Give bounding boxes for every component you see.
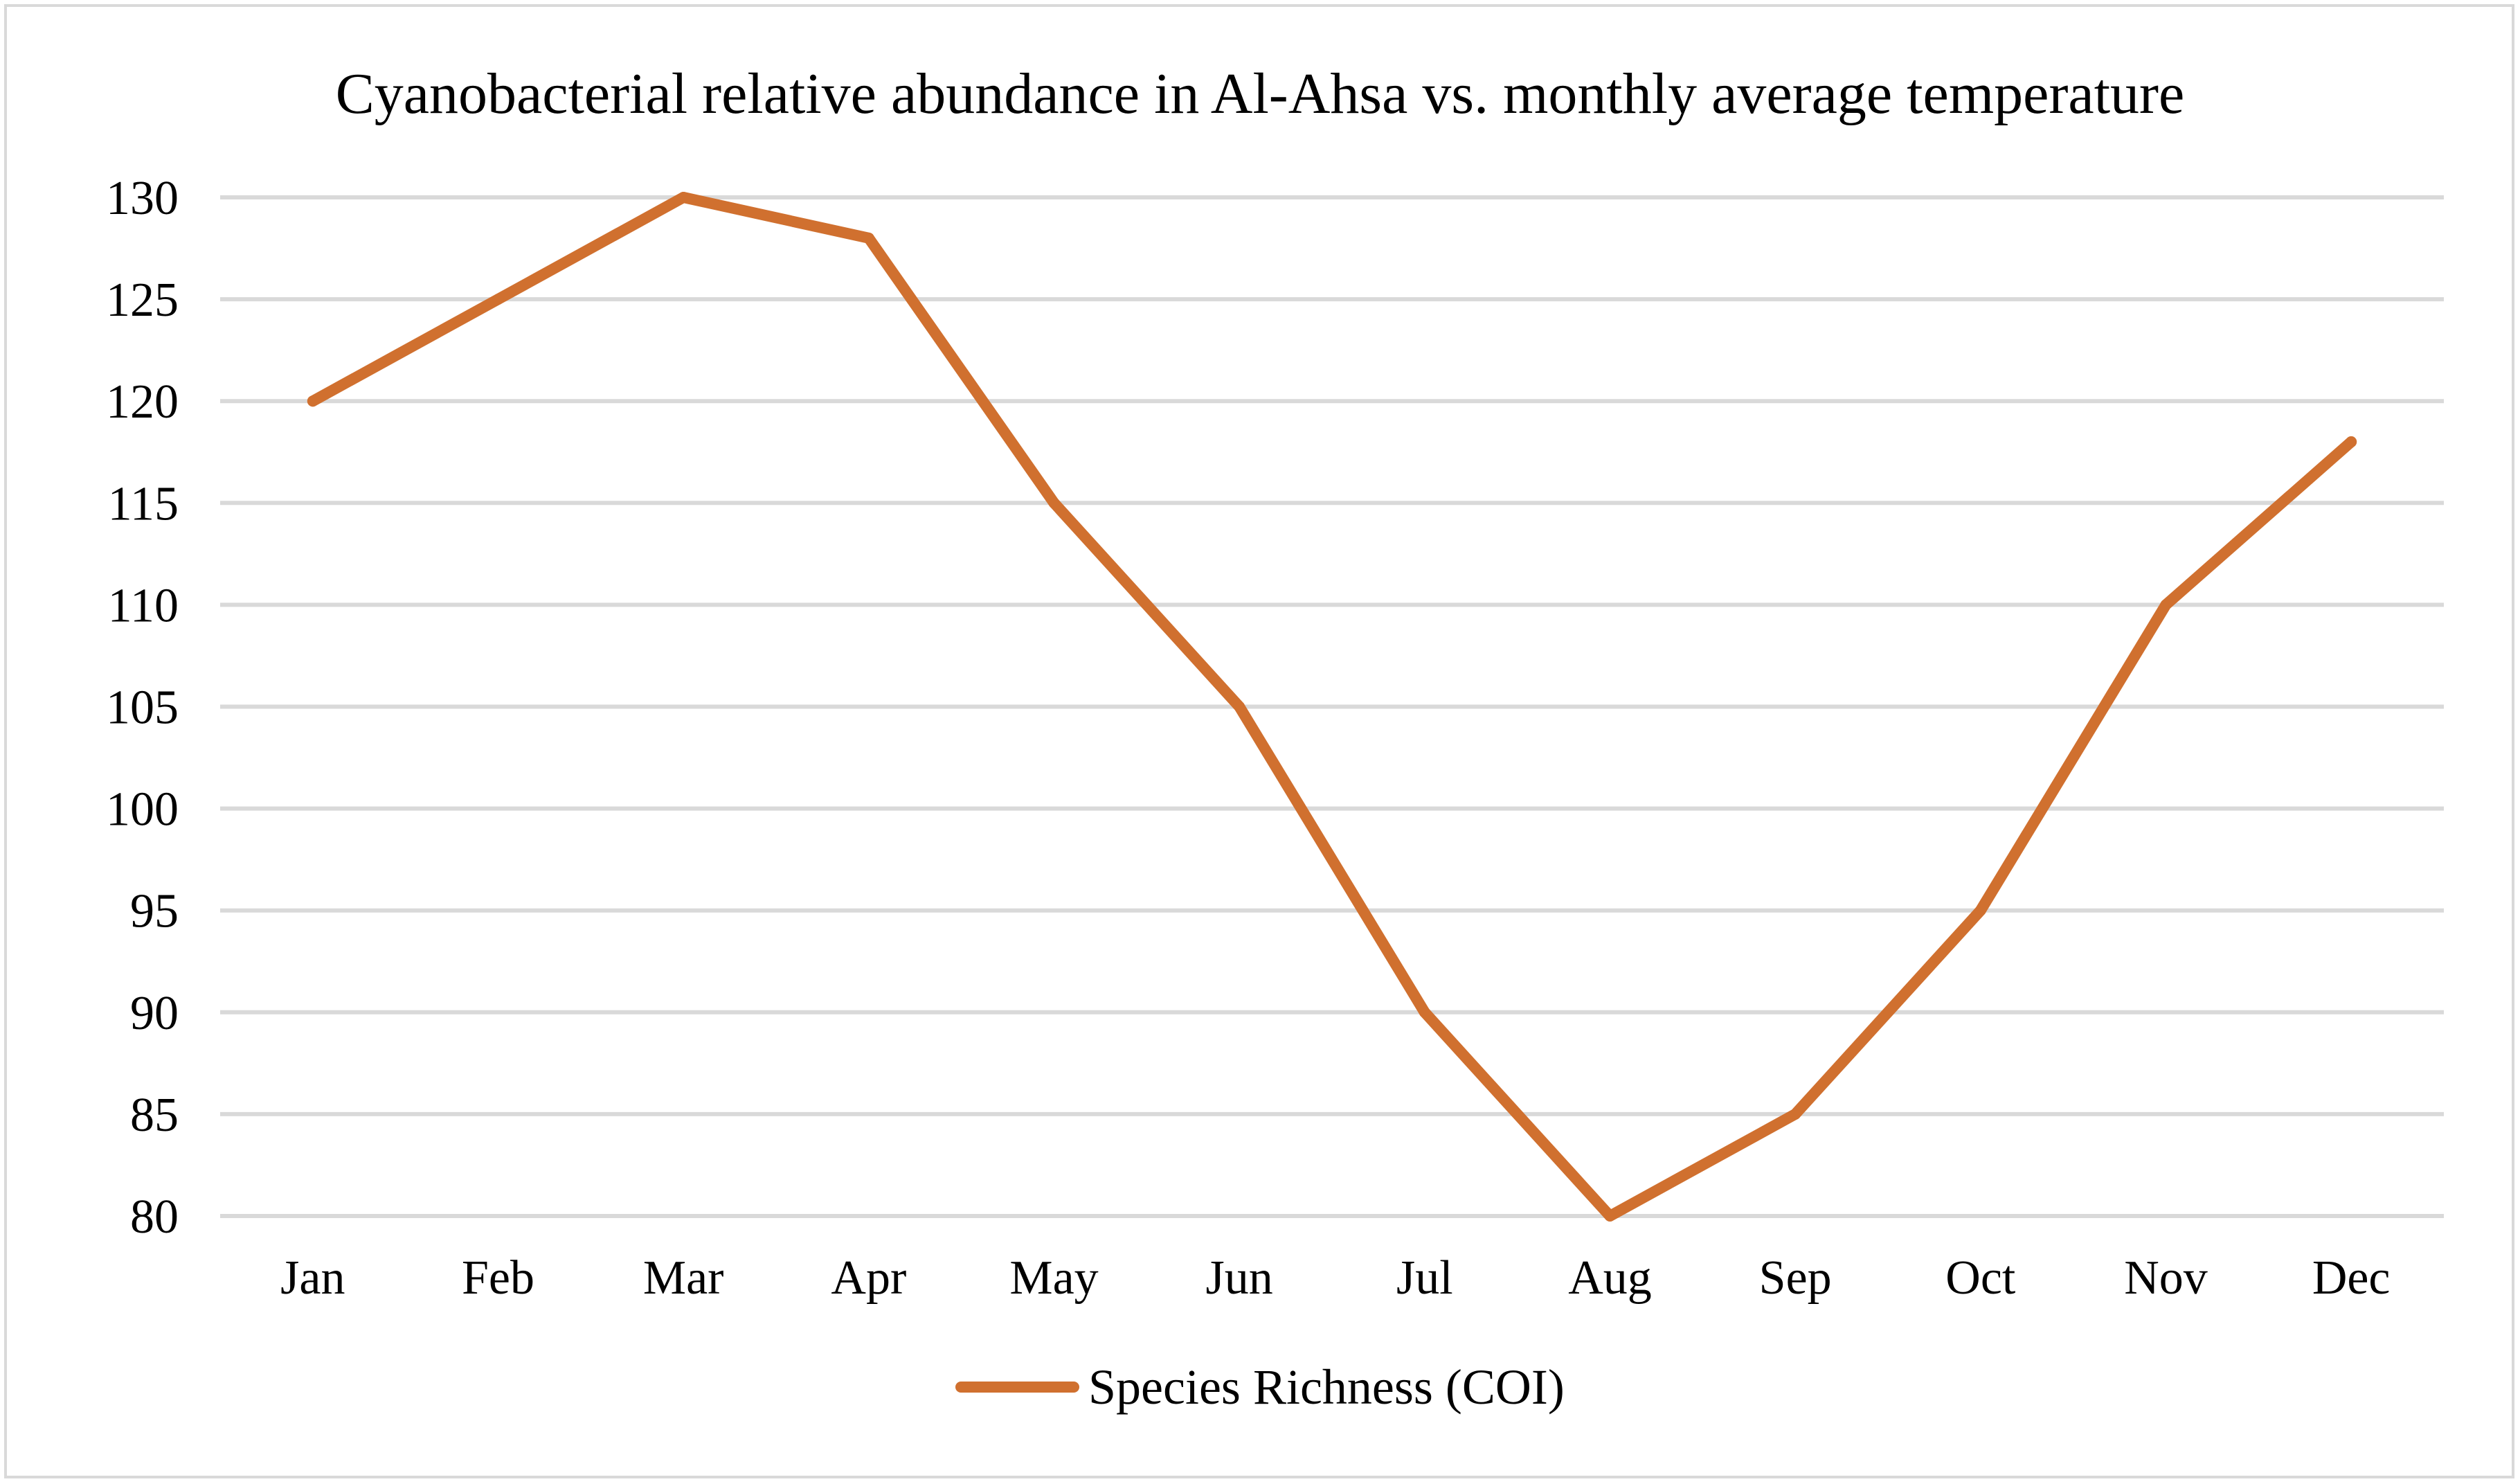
y-tick-label: 95 [130,885,179,938]
x-tick-label: Sep [1759,1251,1832,1305]
y-tick-label: 90 [130,987,179,1040]
y-tick-label: 105 [106,681,179,735]
series-line [307,192,2357,1222]
x-tick-label: May [1009,1251,1098,1305]
y-tick-label: 110 [108,579,179,632]
data-point [1790,1108,1801,1120]
y-axis-ticks: 130 125 120 115 110 105 100 95 90 85 80 [106,172,179,1244]
y-tick-label: 115 [108,477,179,530]
data-point [1419,1006,1430,1018]
x-tick-label: Nov [2124,1251,2208,1305]
series-layer [307,192,2357,1222]
legend: Species Richness (COI) [955,1359,1565,1415]
x-tick-label: Jul [1396,1251,1453,1305]
legend-label: Species Richness (COI) [1088,1359,1565,1415]
data-point [1974,904,1986,916]
y-tick-label: 80 [130,1190,179,1244]
data-point [1048,497,1060,509]
x-tick-label: Feb [462,1251,534,1305]
data-point [678,192,690,203]
y-tick-label: 130 [106,172,179,225]
data-point [1604,1210,1616,1222]
y-tick-label: 85 [130,1089,179,1142]
x-tick-label: Jun [1206,1251,1273,1305]
chart-title: Cyanobacterial relative abundance in Al-… [336,62,2185,126]
data-point [2160,599,2172,611]
x-tick-label: Jan [280,1251,345,1305]
data-point [2346,436,2357,448]
y-tick-label: 120 [106,375,179,429]
x-tick-label: Aug [1568,1251,1652,1305]
x-tick-label: Mar [643,1251,724,1305]
data-point [307,395,318,407]
data-point [492,294,504,305]
x-tick-label: Oct [1945,1251,2016,1305]
grid-layer [220,195,2444,1218]
y-tick-label: 100 [106,783,179,837]
x-tick-label: Dec [2312,1251,2391,1305]
x-axis-ticks: Jan Feb Mar Apr May Jun Jul Aug Sep Oct Nov Dec [280,1251,2390,1305]
data-point [863,232,874,244]
y-tick-label: 125 [106,274,179,327]
x-tick-label: Apr [831,1251,906,1305]
data-point [1234,701,1245,713]
